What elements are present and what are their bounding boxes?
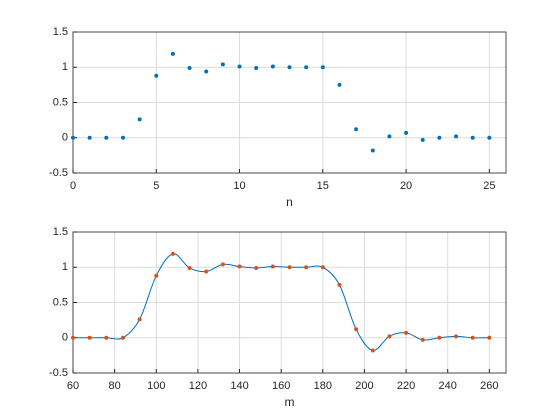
- x-tick-label: 10: [233, 180, 245, 192]
- y-tick-label: 1.5: [53, 226, 68, 238]
- x-tick-label: 25: [483, 180, 495, 192]
- data-point: [304, 265, 309, 270]
- data-point: [337, 282, 342, 287]
- x-axis-label: n: [286, 195, 293, 209]
- x-tick-label: 0: [70, 180, 76, 192]
- data-point: [120, 335, 125, 340]
- data-point: [187, 65, 192, 70]
- data-point: [170, 51, 175, 56]
- data-point: [370, 148, 375, 153]
- data-point: [470, 135, 475, 140]
- data-point: [437, 135, 442, 140]
- data-point: [404, 330, 409, 335]
- y-tick-label: 1: [62, 261, 68, 273]
- data-point: [71, 335, 75, 340]
- x-tick-label: 20: [400, 180, 412, 192]
- data-point: [354, 127, 359, 132]
- y-tick-label: 0.5: [53, 296, 68, 308]
- data-point: [287, 265, 292, 270]
- x-tick-label: 200: [355, 380, 373, 392]
- data-point: [270, 264, 275, 269]
- data-point: [237, 264, 242, 269]
- data-point: [487, 135, 492, 140]
- y-tick-label: 1: [62, 61, 68, 73]
- data-point: [220, 262, 225, 267]
- data-point: [320, 265, 325, 270]
- x-tick-label: 140: [230, 380, 248, 392]
- y-tick-label: 0: [62, 132, 68, 144]
- data-point: [137, 117, 142, 122]
- data-point: [420, 337, 425, 342]
- x-tick-label: 5: [153, 180, 159, 192]
- data-point: [354, 327, 359, 332]
- y-tick-label: -0.5: [49, 367, 68, 379]
- y-tick-label: 1.5: [53, 26, 68, 38]
- data-point: [387, 134, 392, 139]
- data-point: [204, 69, 209, 74]
- data-point: [404, 130, 409, 135]
- data-point: [454, 134, 459, 139]
- data-point: [270, 64, 275, 69]
- data-point: [287, 65, 292, 70]
- data-point: [254, 265, 259, 270]
- y-tick-label: 0.5: [53, 96, 68, 108]
- x-axis-label: m: [285, 395, 295, 409]
- data-point: [220, 62, 225, 67]
- data-point: [470, 335, 475, 340]
- data-point: [237, 64, 242, 69]
- data-point: [204, 269, 209, 274]
- x-tick-label: 60: [67, 380, 79, 392]
- data-point: [170, 251, 175, 256]
- data-point: [320, 65, 325, 70]
- data-point: [104, 335, 109, 340]
- data-point: [387, 334, 392, 339]
- data-point: [120, 135, 125, 140]
- x-tick-label: 80: [109, 380, 121, 392]
- x-tick-label: 220: [397, 380, 415, 392]
- data-point: [420, 137, 425, 142]
- data-point: [137, 317, 142, 322]
- data-point: [370, 348, 375, 353]
- data-point: [71, 135, 75, 140]
- data-point: [454, 334, 459, 339]
- data-point: [187, 265, 192, 270]
- data-point: [337, 82, 342, 87]
- x-tick-label: 240: [439, 380, 457, 392]
- data-point: [154, 273, 159, 278]
- axes-frame: [72, 31, 507, 174]
- data-point: [154, 73, 159, 78]
- x-tick-label: 15: [317, 180, 329, 192]
- data-point: [87, 335, 92, 340]
- x-tick-label: 260: [480, 380, 498, 392]
- data-point: [437, 335, 442, 340]
- y-tick-label: -0.5: [49, 167, 68, 179]
- data-point: [487, 335, 492, 340]
- data-point: [104, 135, 109, 140]
- x-tick-label: 120: [189, 380, 207, 392]
- x-tick-label: 100: [147, 380, 165, 392]
- y-tick-label: 0: [62, 332, 68, 344]
- axes-frame: [72, 231, 507, 374]
- data-point: [304, 65, 309, 70]
- x-tick-label: 180: [314, 380, 332, 392]
- data-point: [254, 65, 259, 70]
- x-tick-label: 160: [272, 380, 290, 392]
- data-point: [87, 135, 92, 140]
